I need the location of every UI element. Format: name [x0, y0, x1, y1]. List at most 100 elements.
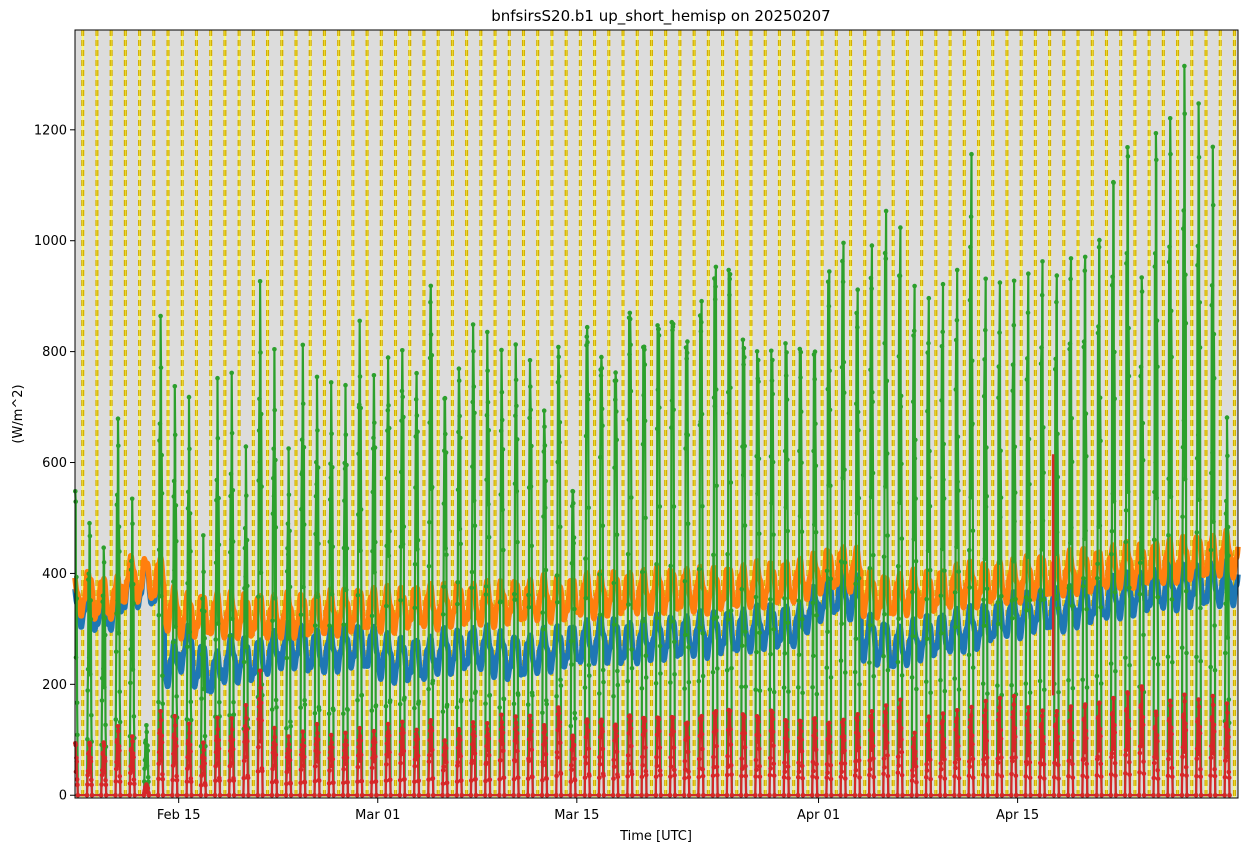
series-marker: [102, 755, 108, 760]
series-marker: [302, 780, 308, 785]
series-marker: [1225, 635, 1231, 640]
series-marker: [1140, 722, 1146, 728]
series-marker: [558, 792, 564, 798]
series-marker: [284, 655, 290, 661]
series-marker: [696, 566, 702, 572]
series-marker: [1180, 444, 1186, 450]
series-marker: [358, 405, 364, 411]
series-marker: [628, 726, 634, 731]
series-marker: [1009, 792, 1014, 798]
series-marker: [925, 548, 931, 553]
series-marker: [798, 375, 803, 380]
series-marker: [569, 747, 575, 753]
series-marker: [938, 630, 944, 636]
series-marker: [173, 624, 178, 629]
series-marker: [170, 639, 176, 645]
series-marker: [1223, 511, 1229, 516]
series-marker: [1012, 444, 1018, 450]
series-marker: [556, 374, 562, 379]
series-marker: [555, 379, 561, 385]
series-marker: [728, 726, 733, 732]
series-marker: [640, 569, 645, 575]
series-marker: [415, 537, 421, 543]
series-marker: [130, 521, 135, 527]
series-marker: [115, 757, 120, 762]
series-marker: [653, 680, 659, 686]
series-marker: [412, 562, 418, 567]
series-marker: [315, 428, 320, 433]
series-marker: [671, 745, 677, 750]
series-marker: [924, 596, 929, 602]
series-marker: [597, 775, 602, 780]
series-marker: [657, 504, 662, 509]
series-marker: [640, 754, 645, 760]
series-marker: [327, 623, 332, 628]
series-marker: [270, 618, 275, 624]
series-marker: [980, 772, 986, 778]
series-marker: [739, 643, 745, 649]
series-marker: [257, 459, 263, 465]
series-marker: [485, 368, 490, 374]
series-marker: [742, 523, 748, 528]
series-marker: [1140, 555, 1145, 561]
series-marker: [241, 659, 247, 665]
series-marker: [1084, 454, 1089, 459]
series-marker: [539, 792, 545, 798]
series-marker: [117, 689, 122, 694]
series-marker: [87, 520, 92, 526]
series-marker: [999, 773, 1004, 779]
x-tick-label: Mar 01: [355, 808, 400, 823]
series-marker: [828, 776, 834, 782]
series-marker: [1184, 792, 1190, 798]
series-marker: [329, 763, 335, 769]
series-marker: [188, 779, 194, 784]
series-marker: [728, 608, 734, 613]
series-marker: [983, 504, 989, 510]
series-marker: [330, 745, 335, 750]
series-marker: [957, 792, 962, 798]
series-marker: [682, 686, 687, 691]
series-marker: [742, 443, 747, 449]
series-marker: [300, 729, 306, 734]
series-marker: [626, 761, 631, 766]
series-marker: [667, 792, 673, 798]
series-marker: [940, 718, 945, 724]
series-marker: [1125, 145, 1130, 150]
series-marker: [426, 564, 432, 569]
series-marker: [598, 455, 603, 460]
y-tick-label: 400: [42, 567, 67, 582]
series-marker: [1066, 583, 1072, 589]
series-marker: [1152, 489, 1157, 495]
series-marker: [1182, 749, 1188, 754]
series-marker: [1141, 792, 1147, 798]
series-marker: [1127, 662, 1132, 668]
series-marker: [982, 713, 987, 719]
night-band: [508, 30, 511, 798]
series-marker: [114, 502, 120, 508]
series-marker: [284, 781, 289, 787]
series-marker: [611, 694, 616, 699]
series-marker: [810, 774, 815, 779]
series-marker: [1155, 739, 1160, 744]
series-marker: [842, 761, 848, 766]
series-marker: [1042, 776, 1047, 781]
series-marker: [444, 780, 450, 786]
series-marker: [160, 772, 165, 777]
series-marker: [770, 459, 776, 465]
series-marker: [1013, 792, 1019, 798]
series-marker: [385, 355, 391, 360]
series-marker: [89, 713, 94, 718]
series-marker: [783, 505, 789, 510]
series-marker: [1039, 713, 1045, 719]
series-marker: [856, 495, 862, 501]
series-marker: [995, 621, 1001, 627]
series-marker: [771, 743, 776, 748]
series-marker: [614, 532, 620, 538]
series-marker: [1069, 737, 1075, 743]
series-marker: [341, 767, 347, 772]
series-marker: [1053, 722, 1058, 727]
series-marker: [1012, 734, 1018, 740]
series-marker: [313, 493, 319, 499]
series-marker: [88, 598, 93, 603]
series-marker: [386, 733, 392, 738]
